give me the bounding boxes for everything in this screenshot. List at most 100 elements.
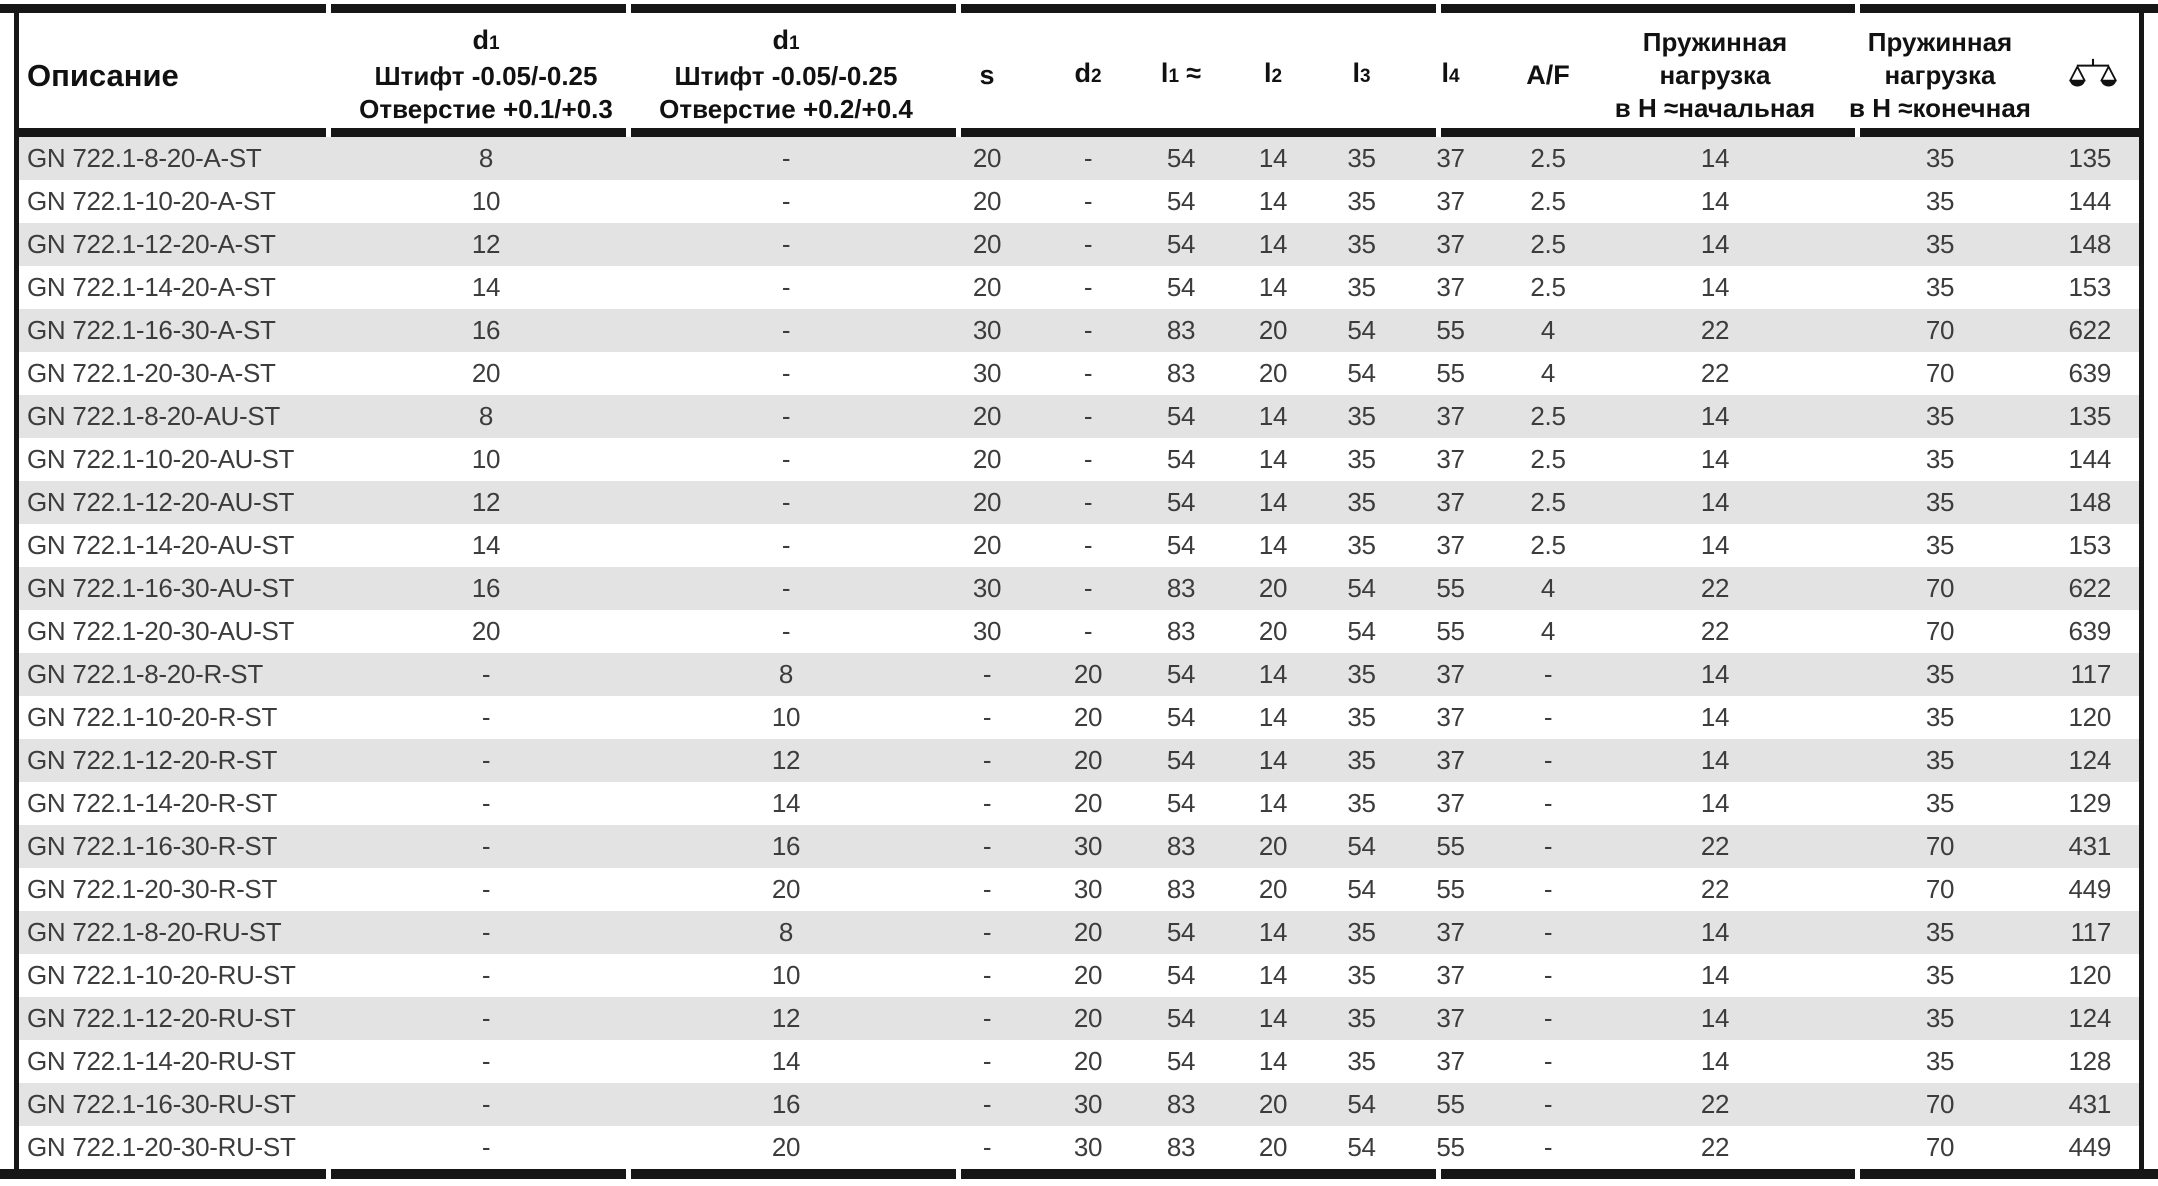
cell-spring-load-initial: 14 — [1700, 1046, 1730, 1076]
cell-af: 2.5 — [1530, 487, 1566, 517]
cell-d1-pin-hole-01-03: 14 — [471, 530, 501, 560]
column-header-d2: d2 — [1074, 58, 1102, 88]
cell-af: - — [1543, 659, 1553, 689]
cell-d1-pin-hole-01-03: - — [481, 874, 491, 904]
cell-s: - — [982, 1089, 992, 1119]
cell-l1: 54 — [1166, 917, 1196, 947]
cell-d1-pin-hole-02-04: 16 — [771, 831, 801, 861]
cell-description: GN 722.1-20-30-R-ST — [27, 874, 278, 904]
cell-af: - — [1543, 702, 1553, 732]
cell-l1: 54 — [1166, 702, 1196, 732]
cell-d2: 20 — [1073, 917, 1103, 947]
table-row: GN 722.1-20-30-R-ST - 20 - 30 83 20 54 55 - 22 70 44… — [19, 868, 2139, 911]
column-header-d1-pin-hole-02-04: d1 Штифт -0.05/-0.25 Отверстие +0.2/+0.4 — [659, 25, 913, 124]
cell-spring-load-final: 70 — [1925, 1132, 1955, 1162]
cell-l4: 37 — [1436, 401, 1465, 431]
cell-description: GN 722.1-20-30-A-ST — [27, 358, 276, 388]
cell-d1-pin-hole-02-04: - — [781, 530, 791, 560]
cell-description: GN 722.1-10-20-A-ST — [27, 186, 276, 216]
table-row: GN 722.1-12-20-RU-ST - 12 - 20 54 14 35 37 - 14 35 1… — [19, 997, 2139, 1040]
cell-spring-load-final: 35 — [1925, 186, 1955, 216]
cell-af: - — [1543, 745, 1553, 775]
cell-s: - — [982, 659, 992, 689]
cell-description: GN 722.1-16-30-R-ST — [27, 831, 278, 861]
cell-spring-load-initial: 14 — [1700, 1003, 1730, 1033]
cell-l4: 37 — [1436, 530, 1465, 560]
cell-d1-pin-hole-02-04: 20 — [771, 874, 801, 904]
cell-d2: 30 — [1073, 874, 1103, 904]
cell-spring-load-initial: 22 — [1700, 573, 1730, 603]
cell-l3: 35 — [1347, 444, 1376, 474]
cell-l1: 54 — [1166, 530, 1196, 560]
header-divider — [19, 128, 2139, 137]
cell-weight: 120 — [2068, 960, 2112, 990]
cell-d2: - — [1083, 186, 1093, 216]
column-header-weight — [2051, 13, 2139, 137]
table-row: GN 722.1-12-20-R-ST - 12 - 20 54 14 35 37 - 14 35 12… — [19, 739, 2139, 782]
cell-af: 2.5 — [1530, 401, 1566, 431]
cell-spring-load-initial: 14 — [1700, 272, 1730, 302]
cell-d1-pin-hole-02-04: 10 — [771, 702, 801, 732]
cell-l4: 55 — [1436, 1089, 1465, 1119]
table-row: GN 722.1-10-20-AU-ST 10 - 20 - 54 14 35 37 2.5 14 3… — [19, 438, 2139, 481]
cell-l3: 35 — [1347, 788, 1376, 818]
cell-spring-load-initial: 22 — [1700, 1132, 1730, 1162]
cell-d1-pin-hole-02-04: - — [781, 358, 791, 388]
cell-l1: 54 — [1166, 788, 1196, 818]
cell-weight: 449 — [2068, 1132, 2112, 1162]
cell-d1-pin-hole-02-04: 12 — [771, 745, 801, 775]
cell-spring-load-initial: 14 — [1700, 444, 1730, 474]
cell-d2: 30 — [1073, 831, 1103, 861]
cell-spring-load-initial: 22 — [1700, 616, 1730, 646]
cell-l2: 14 — [1258, 702, 1288, 732]
cell-s: - — [982, 1132, 992, 1162]
cell-weight: 622 — [2068, 573, 2112, 603]
cell-l2: 14 — [1258, 444, 1288, 474]
cell-spring-load-final: 35 — [1925, 917, 1955, 947]
cell-d1-pin-hole-01-03: 20 — [471, 358, 501, 388]
cell-d2: - — [1083, 487, 1093, 517]
cell-l3: 54 — [1347, 1132, 1376, 1162]
cell-description: GN 722.1-8-20-A-ST — [27, 143, 262, 173]
cell-d1-pin-hole-01-03: 12 — [471, 487, 501, 517]
cell-af: - — [1543, 960, 1553, 990]
cell-description: GN 722.1-12-20-RU-ST — [27, 1003, 296, 1033]
cell-d1-pin-hole-02-04: - — [781, 401, 791, 431]
cell-l3: 35 — [1347, 186, 1376, 216]
cell-spring-load-initial: 14 — [1700, 186, 1730, 216]
cell-d2: - — [1083, 573, 1093, 603]
cell-spring-load-final: 70 — [1925, 616, 1955, 646]
table-body: GN 722.1-8-20-A-ST 8 - 20 - 54 14 35 37 2.5 14 35 13… — [19, 137, 2139, 1169]
cell-weight: 117 — [2070, 917, 2111, 947]
cell-spring-load-initial: 14 — [1700, 530, 1730, 560]
cell-weight: 153 — [2068, 530, 2112, 560]
cell-l4: 37 — [1436, 702, 1465, 732]
cell-l2: 20 — [1258, 616, 1288, 646]
table-row: GN 722.1-10-20-A-ST 10 - 20 - 54 14 35 37 2.5 14 35… — [19, 180, 2139, 223]
cell-af: 2.5 — [1530, 530, 1566, 560]
column-header-d1-pin-hole-01-03: d1 Штифт -0.05/-0.25 Отверстие +0.1/+0.3 — [359, 25, 613, 124]
cell-af: 4 — [1540, 573, 1556, 603]
cell-weight: 431 — [2068, 1089, 2112, 1119]
cell-af: - — [1543, 1003, 1553, 1033]
cell-l2: 20 — [1258, 1089, 1288, 1119]
table-row: GN 722.1-14-20-AU-ST 14 - 20 - 54 14 35 37 2.5 14 3… — [19, 524, 2139, 567]
cell-l4: 37 — [1436, 272, 1465, 302]
cell-spring-load-final: 70 — [1925, 315, 1955, 345]
column-header-s: s — [979, 59, 995, 90]
cell-spring-load-final: 35 — [1925, 1003, 1955, 1033]
cell-l1: 83 — [1166, 358, 1196, 388]
column-header-l2: l2 — [1263, 58, 1283, 88]
cell-l2: 20 — [1258, 358, 1288, 388]
cell-l1: 83 — [1166, 1132, 1196, 1162]
cell-l1: 54 — [1166, 487, 1196, 517]
cell-l1: 83 — [1166, 315, 1196, 345]
cell-l1: 54 — [1166, 659, 1196, 689]
cell-weight: 153 — [2068, 272, 2112, 302]
cell-d2: - — [1083, 229, 1093, 259]
cell-d1-pin-hole-01-03: 8 — [478, 143, 494, 173]
cell-d2: - — [1083, 530, 1093, 560]
cell-d2: - — [1083, 358, 1093, 388]
cell-l3: 35 — [1347, 659, 1376, 689]
